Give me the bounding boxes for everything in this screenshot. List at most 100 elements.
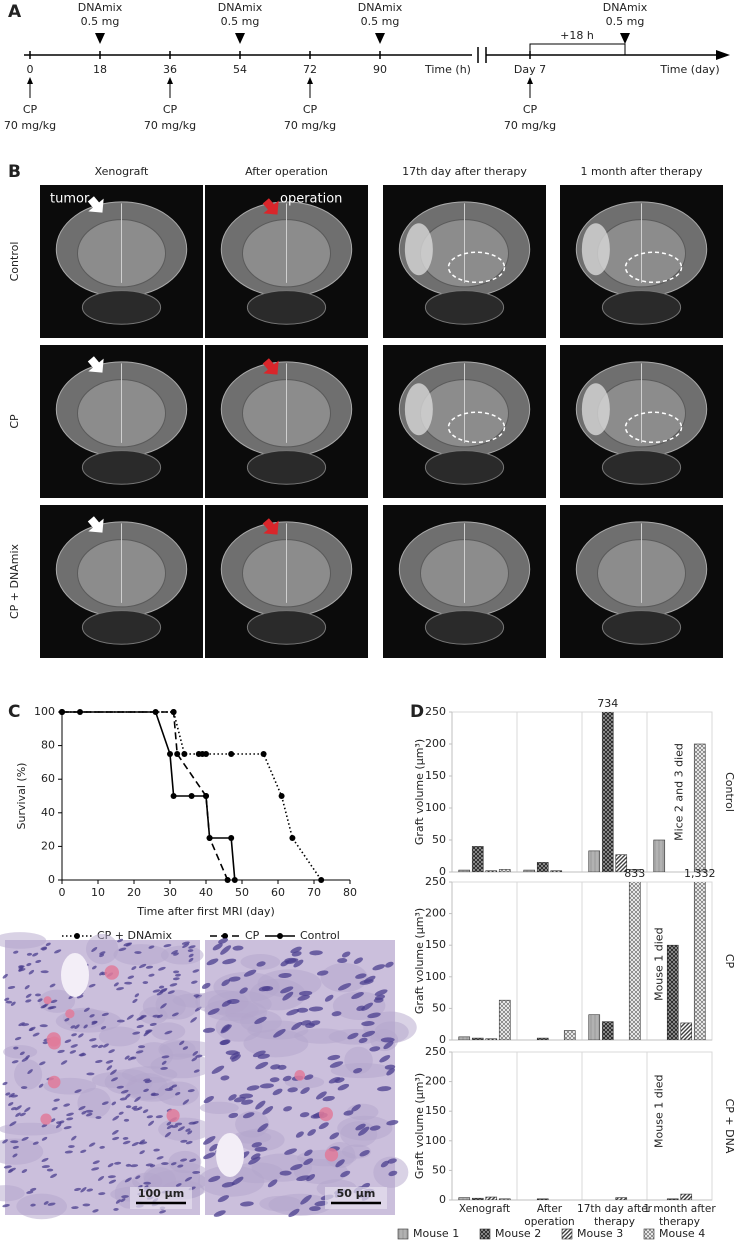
value-label: 734 bbox=[597, 697, 618, 710]
nucleus bbox=[180, 1158, 188, 1162]
nucleus bbox=[233, 1096, 246, 1103]
nucleus bbox=[328, 1077, 341, 1084]
stroma bbox=[249, 978, 306, 1011]
nucleus bbox=[39, 1061, 46, 1066]
nucleus bbox=[171, 950, 178, 955]
nucleus bbox=[78, 1033, 84, 1038]
brainstem bbox=[81, 610, 162, 645]
nucleus bbox=[300, 1194, 312, 1205]
brainstem bbox=[601, 610, 682, 645]
histology-image bbox=[0, 932, 226, 1220]
legend-label: Mouse 4 bbox=[659, 1227, 705, 1240]
blood-cells bbox=[47, 1075, 61, 1089]
nucleus bbox=[10, 1140, 19, 1144]
nucleus bbox=[74, 1187, 82, 1192]
nucleus bbox=[386, 1120, 399, 1126]
bars bbox=[458, 712, 706, 872]
nucleus bbox=[187, 949, 194, 953]
nucleus bbox=[171, 1084, 178, 1088]
survival-point bbox=[203, 793, 209, 799]
chemo-dose: 70 mg/kg bbox=[504, 119, 556, 132]
nucleus bbox=[123, 1118, 130, 1122]
bar bbox=[628, 882, 641, 1040]
injection-name: DNAmix bbox=[603, 1, 648, 14]
nucleus bbox=[19, 1051, 25, 1056]
nucleus bbox=[195, 1054, 203, 1058]
nucleus bbox=[347, 1032, 359, 1040]
nucleus bbox=[385, 961, 394, 968]
nucleus bbox=[220, 945, 232, 955]
nucleus bbox=[315, 1091, 327, 1100]
nucleus bbox=[132, 1031, 141, 1035]
legend-label: Mouse 2 bbox=[495, 1227, 541, 1240]
nucleus bbox=[24, 985, 30, 990]
nucleus bbox=[340, 1170, 351, 1178]
x-tick-label: 0 bbox=[59, 886, 66, 899]
nucleus bbox=[112, 1136, 120, 1141]
nucleus bbox=[148, 945, 155, 949]
legend-label: Mouse 3 bbox=[577, 1227, 623, 1240]
nucleus bbox=[112, 1115, 120, 1121]
mri-image bbox=[40, 185, 203, 338]
nucleus bbox=[66, 1112, 74, 1117]
nucleus bbox=[47, 1202, 56, 1206]
nucleus bbox=[32, 952, 39, 957]
nucleus bbox=[8, 1167, 16, 1172]
bar bbox=[536, 1198, 549, 1200]
survival-point bbox=[170, 793, 177, 799]
stroma bbox=[158, 1117, 212, 1142]
chemo-dose: 70 mg/kg bbox=[4, 119, 56, 132]
bars bbox=[458, 1193, 693, 1200]
nucleus bbox=[374, 994, 386, 1001]
y-tick-label: 0 bbox=[439, 865, 446, 878]
y-tick-label: 0 bbox=[439, 1193, 446, 1206]
nucleus bbox=[10, 1001, 16, 1006]
nucleus bbox=[241, 1099, 254, 1105]
nucleus bbox=[361, 1021, 375, 1027]
nucleus bbox=[318, 1122, 329, 1130]
nucleus bbox=[341, 951, 351, 958]
blood-cells bbox=[166, 1108, 180, 1123]
operation-arrow bbox=[262, 518, 279, 535]
category-label: 1 month after therapy bbox=[643, 1203, 716, 1228]
survival-point bbox=[224, 877, 231, 883]
brainstem bbox=[81, 290, 162, 325]
nucleus bbox=[12, 1145, 19, 1149]
chemo-dose: 70 mg/kg bbox=[144, 119, 196, 132]
brainstem bbox=[601, 450, 682, 485]
nucleus bbox=[384, 1064, 396, 1070]
stroma bbox=[16, 1193, 67, 1220]
nucleus bbox=[42, 1041, 49, 1045]
nucleus bbox=[115, 1199, 121, 1204]
nucleus bbox=[146, 1115, 153, 1119]
survival-point bbox=[228, 751, 235, 757]
nucleus bbox=[142, 1109, 149, 1114]
nucleus bbox=[187, 1130, 193, 1135]
bar bbox=[680, 1193, 693, 1200]
nucleus bbox=[134, 1096, 141, 1102]
nucleus bbox=[361, 1002, 373, 1011]
nucleus bbox=[290, 1163, 303, 1171]
nucleus bbox=[64, 1150, 73, 1154]
annotation: Mice 2 and 3 died bbox=[673, 743, 686, 841]
image-annotation: tumor bbox=[50, 192, 90, 207]
nucleus bbox=[251, 1142, 262, 1148]
nucleus bbox=[282, 1075, 292, 1082]
nucleus bbox=[78, 1105, 86, 1111]
nucleus bbox=[37, 998, 43, 1002]
nucleus bbox=[135, 1050, 144, 1054]
nucleus bbox=[248, 1156, 261, 1165]
nucleus bbox=[171, 1012, 179, 1017]
nucleus bbox=[111, 1101, 117, 1106]
scale-bar-label: 50 µm bbox=[337, 1187, 376, 1200]
nucleus bbox=[182, 943, 190, 949]
nucleus bbox=[291, 1021, 303, 1031]
bar bbox=[666, 1198, 679, 1200]
nucleus bbox=[256, 961, 266, 967]
nucleus bbox=[296, 1175, 310, 1182]
nucleus bbox=[95, 1059, 103, 1064]
survival-point bbox=[260, 751, 267, 757]
bar bbox=[588, 1014, 601, 1040]
nucleus bbox=[143, 1088, 149, 1092]
y-tick-label: 100 bbox=[425, 1134, 446, 1147]
